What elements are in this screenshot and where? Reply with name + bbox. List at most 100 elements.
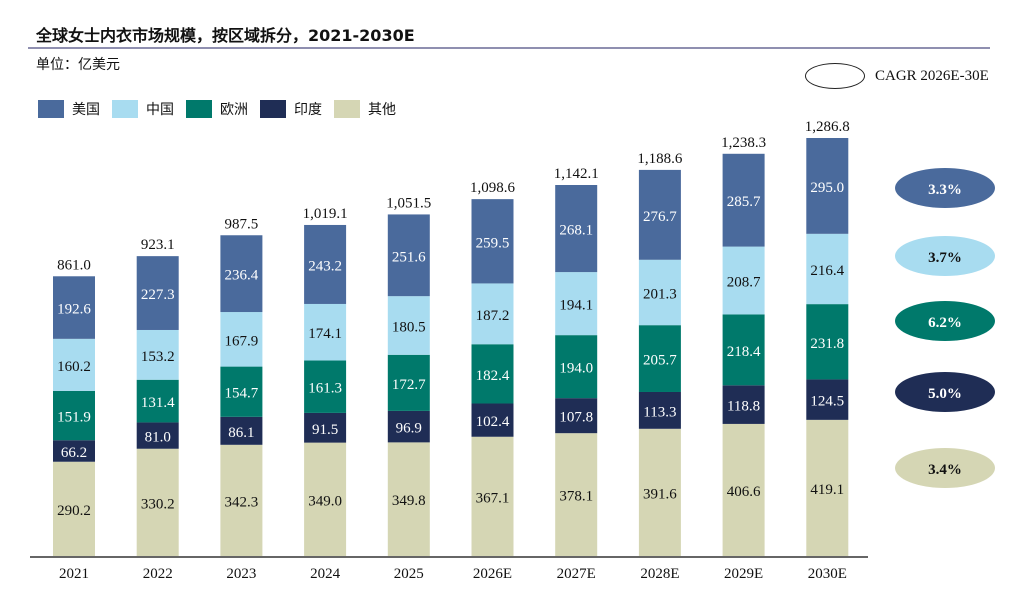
- legend-label: 美国: [72, 102, 100, 118]
- bar-segment: [220, 366, 263, 417]
- legend-swatch: [38, 100, 64, 118]
- bar-segment: [387, 442, 430, 556]
- bar-segment: [638, 325, 681, 392]
- legend-item: 欧洲: [186, 99, 248, 119]
- data-label: 153.2: [141, 349, 175, 365]
- bar-segment: [53, 390, 95, 441]
- cagr-oval: [895, 236, 995, 276]
- cagr-oval: [895, 448, 995, 488]
- bar-segment: [638, 391, 681, 429]
- data-label: 192.6: [57, 302, 91, 318]
- legend-label: 中国: [146, 102, 174, 118]
- data-label: 349.0: [308, 493, 342, 509]
- data-label: 231.8: [810, 336, 844, 352]
- bar-segment: [555, 335, 598, 399]
- data-label: 259.5: [476, 235, 510, 251]
- bar-segment: [220, 416, 263, 445]
- total-label: 1,238.3: [721, 135, 766, 151]
- bar-segment: [555, 272, 598, 336]
- total-label: 1,098.6: [470, 180, 516, 196]
- data-label: 201.3: [643, 286, 677, 302]
- bar-segment: [555, 433, 598, 556]
- cagr-value: 3.4%: [928, 462, 962, 478]
- total-label: 1,019.1: [303, 206, 348, 222]
- legend-swatch: [260, 100, 286, 118]
- bar-segment: [136, 379, 179, 423]
- total-label: 1,286.8: [805, 119, 850, 135]
- data-label: 174.1: [308, 326, 342, 342]
- x-tick-label: 2029E: [724, 566, 763, 582]
- bar-segment: [638, 428, 681, 556]
- data-label: 118.8: [727, 399, 760, 415]
- bar-segment: [555, 185, 598, 273]
- x-tick-label: 2027E: [557, 566, 596, 582]
- data-label: 160.2: [57, 359, 91, 375]
- legend-item: 中国: [112, 99, 174, 119]
- bar-segment: [471, 283, 514, 345]
- x-tick-label: 2028E: [640, 566, 679, 582]
- data-label: 81.0: [145, 430, 171, 446]
- data-label: 102.4: [476, 414, 510, 430]
- bar-segment: [53, 440, 95, 462]
- data-label: 86.1: [228, 425, 254, 441]
- legend-label: 欧洲: [220, 102, 248, 118]
- bar-segment: [136, 448, 179, 556]
- bar-segment: [387, 214, 430, 297]
- bar-segment: [806, 419, 849, 556]
- data-label: 227.3: [141, 287, 175, 303]
- bar-segment: [304, 412, 347, 443]
- bar-segment: [722, 153, 765, 247]
- data-label: 182.4: [476, 368, 510, 384]
- bar-segment: [304, 224, 347, 304]
- legend-swatch: [334, 100, 360, 118]
- cagr-oval: [895, 168, 995, 208]
- data-label: 419.1: [810, 482, 844, 498]
- total-label: 1,051.5: [386, 195, 431, 211]
- data-label: 295.0: [810, 180, 844, 196]
- total-label: 987.5: [225, 216, 259, 232]
- data-label: 349.8: [392, 493, 426, 509]
- bar-segment: [806, 233, 849, 305]
- bar-segment: [387, 410, 430, 443]
- bar-segment: [722, 385, 765, 424]
- bar-segment: [806, 138, 849, 234]
- x-tick-label: 2026E: [473, 566, 512, 582]
- bar-segment: [136, 329, 179, 380]
- bar-segment: [638, 169, 681, 260]
- bar-segment: [304, 303, 347, 361]
- data-label: 172.7: [392, 377, 426, 393]
- data-label: 91.5: [312, 422, 338, 438]
- unit-label: 单位：亿美元: [36, 57, 120, 73]
- bar-segment: [136, 422, 179, 449]
- data-label: 243.2: [308, 258, 342, 274]
- bar-segment: [220, 235, 263, 313]
- legend-label: 其他: [368, 102, 396, 118]
- bar-segment: [471, 199, 514, 284]
- data-label: 124.5: [810, 394, 844, 410]
- data-label: 194.1: [559, 298, 593, 314]
- bar-segment: [53, 338, 95, 391]
- bar-segment: [638, 259, 681, 326]
- data-label: 290.2: [57, 503, 91, 519]
- cagr-legend-label: CAGR 2026E-30E: [875, 67, 989, 84]
- cagr-oval-icon: [805, 63, 865, 89]
- x-tick-label: 2025: [394, 566, 424, 582]
- legend-swatch: [112, 100, 138, 118]
- legend-label: 印度: [294, 102, 322, 118]
- bar-segment: [722, 314, 765, 386]
- data-label: 236.4: [225, 268, 259, 284]
- data-label: 208.7: [727, 274, 761, 290]
- legend-item: 美国: [38, 99, 100, 119]
- bar-segment: [806, 379, 849, 420]
- bar-segment: [555, 398, 598, 434]
- data-label: 285.7: [727, 194, 761, 210]
- data-label: 216.4: [810, 263, 844, 279]
- x-tick-label: 2030E: [808, 566, 847, 582]
- legend-swatch: [186, 100, 212, 118]
- data-label: 161.3: [308, 381, 342, 397]
- chart-title: 全球女士内衣市场规模，按区域拆分，2021-2030E: [36, 26, 415, 45]
- data-label: 113.3: [643, 404, 676, 420]
- data-label: 378.1: [559, 489, 593, 505]
- data-label: 391.6: [643, 486, 677, 502]
